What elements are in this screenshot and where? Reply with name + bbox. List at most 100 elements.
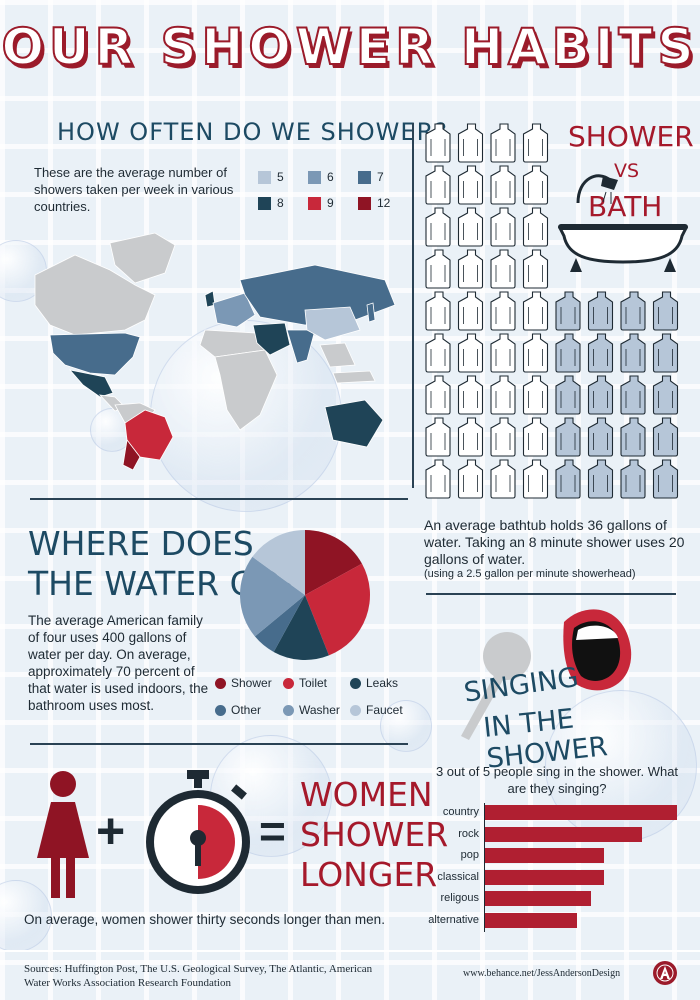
map-japan — [366, 302, 376, 323]
map-mexico — [68, 369, 114, 398]
legend-item: Toilet — [283, 676, 327, 690]
designer-logo — [653, 961, 677, 985]
divider — [30, 498, 408, 500]
shower-gallon-jug — [555, 291, 581, 331]
shower-gallon-jug — [587, 333, 614, 373]
shower-gallon-jug — [620, 333, 646, 373]
bath-gallon-jug — [425, 291, 451, 331]
legend-item: Leaks — [350, 676, 398, 690]
bath-gallon-jug — [522, 375, 549, 415]
shower-gallon-jug — [620, 459, 646, 499]
pie-legend-label: Leaks — [366, 676, 399, 690]
woman-icon — [37, 771, 89, 898]
bar-label: religous — [440, 892, 479, 904]
pie-slice-washer — [240, 556, 305, 637]
bath-gallon-jug — [457, 459, 484, 499]
bath-gallon-jug — [522, 165, 549, 205]
water-use-pie-chart — [240, 530, 370, 660]
legend-item: 7 — [358, 170, 384, 185]
bath-gallon-jug — [425, 123, 451, 163]
bath-gallon-jug — [490, 291, 516, 331]
bar-label: rock — [458, 827, 479, 840]
shower-gallon-jug — [587, 375, 614, 415]
legend-item: Shower — [215, 676, 272, 690]
sources-text: Sources: Huffington Post, The U.S. Geolo… — [24, 963, 373, 989]
shower-gallon-jug — [555, 417, 581, 457]
legend-swatch — [258, 197, 271, 211]
legend-swatch — [358, 171, 371, 185]
map-australia — [324, 399, 384, 448]
how-often-description: These are the average number of showers … — [34, 165, 234, 214]
bath-gallon-jug — [490, 333, 516, 373]
women-description: On average, women shower thirty seconds … — [24, 912, 385, 927]
legend-label: 8 — [277, 196, 284, 210]
legend-dot — [350, 678, 361, 690]
legend-swatch — [258, 171, 271, 185]
legend-dot — [215, 705, 226, 717]
bath-gallon-jug — [425, 459, 451, 499]
legend-item: Other — [215, 703, 261, 717]
bath-gallon-jug — [425, 333, 451, 373]
page-title: OUR SHOWER HABITS — [1, 17, 699, 77]
credit-link[interactable]: www.behance.net/JessAndersonDesign — [463, 968, 621, 979]
bath-gallon-jug — [425, 207, 451, 247]
bath-gallon-jug — [425, 417, 451, 457]
bath-gallon-jug — [490, 459, 516, 499]
pie-legend-label: Toilet — [299, 676, 328, 690]
how-often-heading: HOW OFTEN DO WE SHOWER? — [57, 118, 448, 146]
microphone-icon — [461, 632, 531, 740]
bath-description: An average bathtub holds 36 gallons of w… — [424, 517, 685, 567]
bar-label: alternative — [428, 913, 479, 926]
pie-legend-label: Washer — [299, 703, 340, 717]
legend-dot — [215, 678, 226, 690]
shower-gallon-jug — [555, 375, 581, 415]
map-europe — [212, 292, 256, 328]
legend-dot — [283, 678, 294, 690]
bar-label: country — [442, 806, 479, 818]
legend-item: 6 — [308, 170, 334, 185]
shower-heading-2: SHOWER — [300, 815, 449, 854]
pie-slice-leaks — [273, 595, 329, 660]
bath-gallon-jug — [490, 123, 516, 163]
bath-gallon-jug — [490, 207, 516, 247]
map-india — [286, 329, 316, 364]
bath-gallon-jug — [457, 375, 484, 415]
gallon-jug-grid — [425, 123, 679, 499]
map-greenland — [109, 232, 176, 284]
pie-slice-faucet — [252, 530, 305, 595]
divider — [30, 743, 408, 745]
bath-gallon-jug — [490, 249, 516, 289]
vs-heading: VS — [614, 160, 640, 182]
bath-gallon-jug — [522, 207, 549, 247]
shower-gallon-jug — [587, 459, 614, 499]
pie-slice-shower — [305, 530, 362, 595]
map-china — [304, 306, 361, 341]
map-south-america-south — [122, 439, 141, 470]
shower-gallon-jug — [652, 291, 679, 331]
shower-gallon-jug — [620, 375, 646, 415]
bath-gallon-jug — [457, 417, 484, 457]
shower-gallon-jug — [652, 375, 679, 415]
bath-heading: BATH — [588, 190, 663, 223]
bath-gallon-jug — [490, 165, 516, 205]
bath-gallon-jug — [457, 165, 484, 205]
shower-gallon-jug — [652, 459, 679, 499]
bath-gallon-jug — [425, 165, 451, 205]
legend-dot — [283, 705, 294, 717]
legend-item: 5 — [258, 170, 284, 185]
pie-legend-label: Shower — [231, 676, 272, 690]
water-go-heading-1: WHERE DOES — [28, 524, 254, 563]
map-usa — [49, 332, 141, 376]
longer-heading: LONGER — [300, 855, 438, 894]
map-middle-east — [252, 322, 291, 356]
bar-pop — [485, 848, 605, 863]
bath-gallon-jug — [522, 417, 549, 457]
shower-gallon-jug — [652, 333, 679, 373]
map-indonesia — [332, 370, 376, 384]
legend-label: 5 — [277, 170, 284, 184]
legend-item: 12 — [358, 196, 390, 211]
legend-item: 9 — [308, 196, 334, 211]
shower-heading: SHOWER — [568, 120, 694, 153]
legend-label: 6 — [327, 170, 334, 184]
map-canada — [34, 254, 156, 336]
